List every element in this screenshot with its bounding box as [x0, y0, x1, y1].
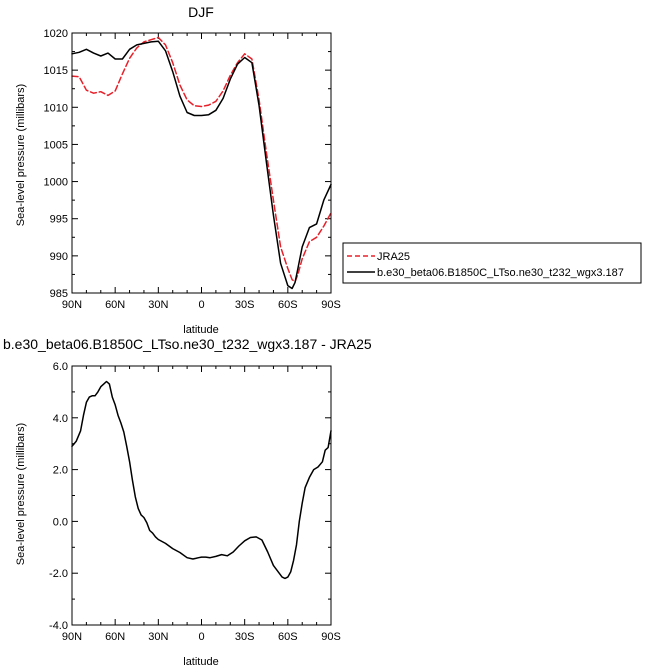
bottom-y-tick-label: 2.0 [53, 465, 68, 477]
top-x-tick-label: 90S [321, 299, 341, 311]
top-x-tick-label: 30S [235, 299, 255, 311]
top-y-tick-label: 1005 [44, 139, 68, 151]
top-x-axis-label: latitude [183, 324, 218, 336]
top-x-tick-label: 60N [105, 299, 125, 311]
bottom-series-line-0 [71, 380, 332, 580]
bottom-y-tick-label: 0.0 [53, 516, 68, 528]
top-x-tick-label: 30N [148, 299, 168, 311]
bottom-x-tick-label: 90S [321, 631, 341, 643]
top-chart-title: DJF [188, 4, 214, 20]
top-y-tick-label: 1010 [44, 102, 68, 114]
top-y-axis-label: Sea-level pressure (millibars) [15, 84, 27, 226]
bottom-x-tick-label: 60N [105, 631, 125, 643]
legend-label-model: b.e30_beta06.B1850C_LTso.ne30_t232_wgx3.… [377, 267, 624, 279]
top-y-tick-label: 995 [50, 214, 68, 226]
bottom-x-tick-label: 30N [148, 631, 168, 643]
bottom-y-tick-label: 6.0 [53, 361, 68, 373]
bottom-y-axis-label: Sea-level pressure (millibars) [15, 423, 27, 565]
legend: JRA25 b.e30_beta06.B1850C_LTso.ne30_t232… [342, 242, 642, 284]
top-y-tick-label: 990 [50, 251, 68, 263]
legend-label-jra25: JRA25 [377, 251, 410, 263]
bottom-y-tick-label: 4.0 [53, 413, 68, 425]
bottom-ticks: 90N 60N 30N 0 30S 60S 90S -4.0 -2.0 0.0 2.0 4.0 6.0 [49, 361, 341, 643]
bottom-y-tick-label: -4.0 [49, 620, 68, 632]
top-y-tick-label: 1015 [44, 65, 68, 77]
top-plot-frame [71, 32, 332, 294]
top-y-tick-label: 985 [50, 288, 68, 300]
bottom-plot-frame [71, 365, 332, 626]
bottom-panel: b.e30_beta06.B1850C_LTso.ne30_t232_wgx3.… [3, 336, 372, 668]
top-x-tick-label: 90N [62, 299, 82, 311]
top-x-tick-label: 60S [278, 299, 298, 311]
bottom-x-tick-label: 30S [235, 631, 255, 643]
bottom-series-lines [71, 380, 332, 580]
top-y-tick-label: 1000 [44, 177, 68, 189]
top-y-tick-label: 1020 [44, 28, 68, 40]
top-panel: DJF Sea-level pressure (millibars) latit… [15, 4, 341, 336]
bottom-y-tick-label: -2.0 [49, 568, 68, 580]
legend-box [342, 242, 642, 284]
top-series-line-1 [71, 40, 332, 290]
top-series-line-0 [71, 36, 332, 283]
top-series-lines [71, 36, 332, 290]
bottom-x-axis-label: latitude [183, 656, 218, 668]
bottom-x-tick-label: 0 [198, 631, 204, 643]
top-x-tick-label: 0 [198, 299, 204, 311]
bottom-x-tick-label: 60S [278, 631, 298, 643]
bottom-x-tick-label: 90N [62, 631, 82, 643]
top-ticks: 90N 60N 30N 0 30S 60S 90S 985 990 995 1000 1005 1010… [44, 28, 341, 311]
bottom-chart-title: b.e30_beta06.B1850C_LTso.ne30_t232_wgx3.… [3, 336, 372, 352]
